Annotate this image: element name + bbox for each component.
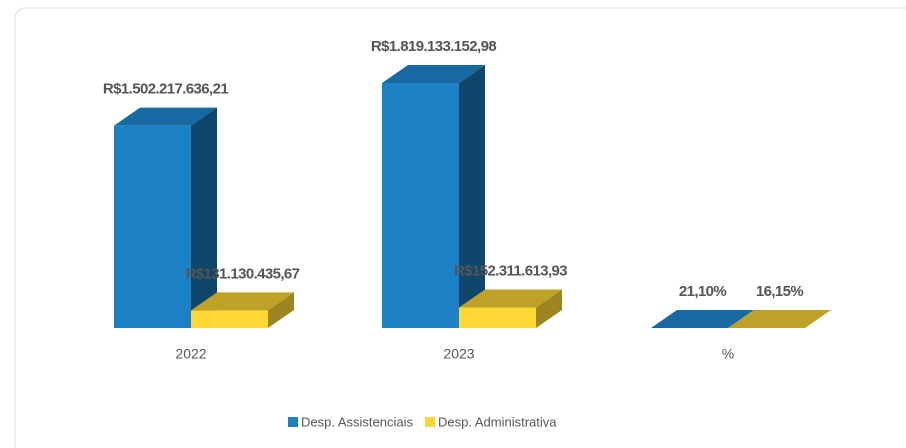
bar-top bbox=[728, 310, 831, 328]
x-tick-label: % bbox=[722, 346, 734, 362]
legend-swatch bbox=[425, 417, 435, 427]
bar-front bbox=[191, 310, 268, 328]
bar-top bbox=[191, 292, 294, 311]
value-label: R$1.819.133.152,98 bbox=[371, 38, 496, 55]
bar-top bbox=[651, 310, 754, 328]
legend-label: Desp. Assistenciais bbox=[301, 414, 413, 429]
x-tick-label: 2023 bbox=[443, 346, 474, 362]
bar-front bbox=[459, 307, 536, 328]
bar-front bbox=[114, 125, 191, 328]
legend-label: Desp. Administrativa bbox=[438, 414, 557, 429]
x-tick-label: 2022 bbox=[175, 346, 206, 362]
bar-side bbox=[191, 107, 217, 328]
value-label: R$1.502.217.636,21 bbox=[103, 81, 228, 98]
bar-side bbox=[459, 65, 485, 328]
bar-front bbox=[382, 83, 459, 328]
legend-swatch bbox=[288, 417, 298, 427]
bar-top bbox=[459, 289, 562, 308]
bar-side bbox=[536, 289, 562, 328]
bar-top bbox=[382, 65, 485, 83]
value-label: R$152.311.613,93 bbox=[454, 262, 567, 279]
value-label: R$131.130.435,67 bbox=[186, 265, 300, 282]
bar-top bbox=[114, 107, 217, 126]
value-label: 16,15% bbox=[756, 283, 804, 300]
value-label: 21,10% bbox=[679, 283, 727, 300]
bar-side bbox=[268, 292, 294, 328]
